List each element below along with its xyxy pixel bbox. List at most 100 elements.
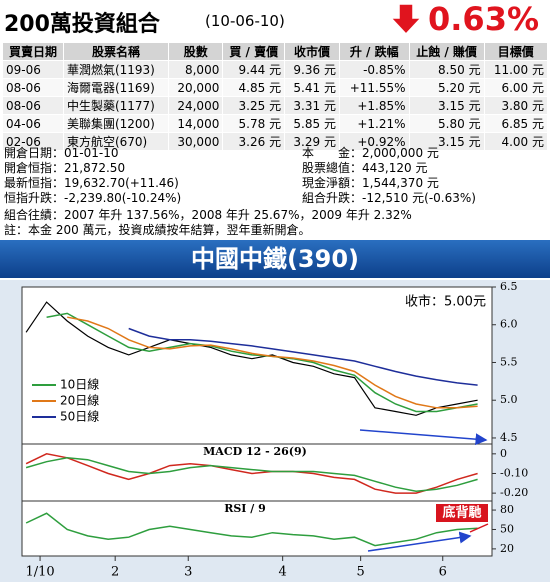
cell: 6.00 元	[483, 78, 549, 97]
date: (10-06-10)	[205, 12, 285, 30]
y-tick-label: -0.10	[500, 466, 528, 479]
cell: 5.41 元	[284, 78, 340, 97]
y-tick-label: 4.5	[500, 431, 518, 444]
cell: 14,000	[168, 114, 224, 133]
cell: 08-06	[2, 78, 64, 97]
panel-title: MACD 12 - 26(9)	[203, 445, 307, 458]
column-header: 股數	[168, 42, 224, 61]
x-tick-label: 1/10	[25, 565, 54, 580]
row: 04-06 美聯集團(1200) 14,000 5.78 元 5.85 元 +1.21% 5…	[2, 114, 549, 133]
cell: 5.85 元	[284, 114, 340, 133]
summary-line: 現金淨額：1,544,370 元	[302, 176, 439, 190]
series-line	[25, 457, 478, 492]
record: 組合往績：2007 年升 137.56%，2008 年升 25.67%，2009…	[4, 208, 412, 222]
divergence-arrow	[367, 531, 472, 552]
cell: 東方航空(670)	[62, 132, 170, 151]
y-tick-label: 50	[500, 522, 514, 535]
cell: 08-06	[2, 96, 64, 115]
y-tick-label: 5.5	[500, 355, 518, 368]
column-header: 升 / 跌幅	[338, 42, 410, 61]
row: 08-06 海爾電器(1169) 20,000 4.85 元 5.41 元 +11.55%…	[2, 78, 549, 97]
cell: 09-06	[2, 60, 64, 79]
cell: 30,000	[168, 132, 224, 151]
x-tick-label: 6	[439, 565, 447, 580]
y-tick-label: 6.5	[500, 280, 518, 293]
y-tick-label: 80	[500, 503, 514, 516]
portfolio-table: 買賣日期 股票名稱 股數買 / 賣價 收市價升 / 跌幅 止蝕 / 賺價 目標價 09-06…	[2, 42, 549, 151]
column-header: 目標價	[483, 42, 549, 61]
column-header: 買賣日期	[2, 42, 64, 61]
summary-line: 本 金：2,000,000 元	[302, 146, 439, 160]
series-line	[128, 327, 478, 386]
summary-left: 開倉日期：01-01-10 開倉恒指：21,872.50 最新恒指：19,632.7…	[4, 146, 181, 206]
note: 註：本金 200 萬元，投資成績按年結算，翌年重新開倉。	[4, 223, 311, 237]
cell: 04-06	[2, 114, 64, 133]
x-tick-label: 2	[111, 565, 119, 580]
summary-right: 本 金：2,000,000 元股票總值：443,120 元現金淨額：1,544,…	[302, 146, 476, 206]
cell: +1.85%	[338, 96, 410, 115]
x-tick-label: 4	[279, 565, 287, 580]
series-line	[25, 512, 478, 547]
cell: 4.85 元	[222, 78, 286, 97]
down-arrow	[389, 3, 423, 36]
cell: 02-06	[2, 132, 64, 151]
cell: 3.25 元	[222, 96, 286, 115]
cell: 6.85 元	[483, 114, 549, 133]
cell: 4.00 元	[483, 132, 549, 151]
cell: 20,000	[168, 78, 224, 97]
column-header: 收市價	[284, 42, 340, 61]
summary-line: 開倉日期：01-01-10	[4, 146, 119, 160]
cell: 3.80 元	[483, 96, 549, 115]
panel-title: RSI / 9	[224, 502, 266, 515]
x-tick-label: 5	[357, 565, 365, 580]
column-header: 止蝕 / 賺價	[408, 42, 485, 61]
cell: 3.26 元	[222, 132, 286, 151]
cell: +0.92%	[338, 132, 410, 151]
series-line	[67, 316, 478, 409]
cell: 5.78 元	[222, 114, 286, 133]
annotation: 底背馳	[442, 505, 481, 521]
y-tick-label: 0	[500, 447, 507, 460]
cell: -0.85%	[338, 60, 410, 79]
column-header: 股票名稱	[62, 42, 170, 61]
series-line	[25, 453, 478, 494]
row: 08-06 中生製藥(1177) 24,000 3.25 元 3.31 元 +1.85% 3…	[2, 96, 549, 115]
column-header: 買 / 賣價	[222, 42, 286, 61]
cell: 3.15 元	[408, 96, 485, 115]
summary-line: 組合升跌：-12,510 元(-0.63%)	[302, 191, 476, 205]
cell: 11.00 元	[483, 60, 549, 79]
summary-line: 開倉恒指：21,872.50	[4, 161, 126, 175]
cell: 5.80 元	[408, 114, 485, 133]
cell: 9.36 元	[284, 60, 340, 79]
legend-label: 20日線	[60, 393, 99, 408]
y-tick-label: -0.20	[500, 486, 528, 499]
summary-line: 最新恒指：19,632.70(+11.46)	[4, 176, 179, 190]
annotation-box	[436, 504, 488, 522]
annotation: 收市：5.00元	[405, 294, 486, 310]
y-tick-label: 5.0	[500, 393, 518, 406]
cell: 5.20 元	[408, 78, 485, 97]
series-line	[25, 301, 478, 416]
row: 02-06 東方航空(670) 30,000 3.26 元 3.29 元 +0.92% 3.…	[2, 132, 549, 151]
y-tick-label: 6.0	[500, 318, 518, 331]
cell: 中生製藥(1177)	[62, 96, 170, 115]
legend-label: 50日線	[60, 409, 99, 424]
divergence-arrow	[359, 429, 488, 446]
cell: 9.44 元	[222, 60, 286, 79]
title: 200萬投資組合	[4, 12, 160, 37]
plot-area	[21, 286, 493, 557]
banner: 中國中鐵(390)	[0, 240, 550, 278]
summary-line: 恒指升跌：-2,239.80(-10.24%)	[4, 191, 182, 205]
y-tick-label: 20	[500, 542, 514, 555]
cell: 3.31 元	[284, 96, 340, 115]
cell: +1.21%	[338, 114, 410, 133]
cell: 24,000	[168, 96, 224, 115]
cell: 8.50 元	[408, 60, 485, 79]
cell: 華潤燃氣(1193)	[62, 60, 170, 79]
divergence-arrow	[469, 523, 489, 533]
row: 09-06 華潤燃氣(1193) 8,000 9.44 元 9.36 元 -0.85% 8.…	[2, 60, 549, 79]
cell: 3.15 元	[408, 132, 485, 151]
x-tick-label: 3	[184, 565, 192, 580]
cell: 海爾電器(1169)	[62, 78, 170, 97]
